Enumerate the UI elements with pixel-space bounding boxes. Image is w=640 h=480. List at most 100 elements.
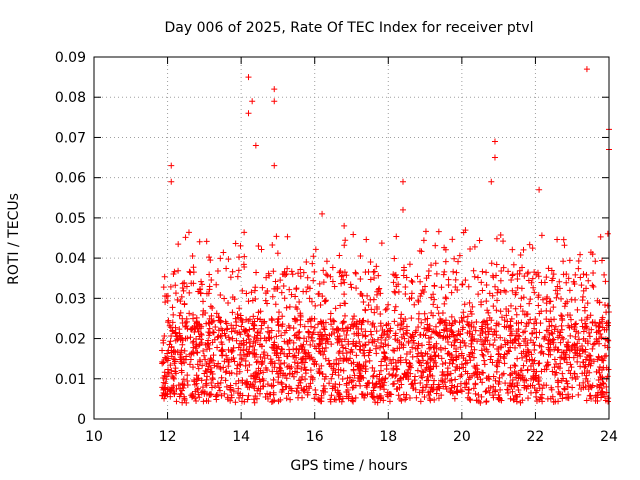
data-point bbox=[353, 352, 360, 359]
data-point bbox=[254, 315, 261, 322]
data-point bbox=[251, 353, 258, 360]
data-point bbox=[557, 329, 564, 336]
data-point bbox=[269, 242, 276, 249]
data-point bbox=[557, 339, 564, 346]
data-point bbox=[250, 313, 257, 320]
data-point bbox=[406, 261, 413, 268]
data-point bbox=[448, 377, 455, 384]
data-point bbox=[241, 253, 248, 260]
data-point bbox=[328, 331, 335, 338]
data-point bbox=[193, 397, 200, 404]
data-point bbox=[307, 380, 314, 387]
data-point bbox=[348, 360, 355, 367]
data-point bbox=[206, 332, 213, 339]
data-point bbox=[480, 341, 487, 348]
data-point bbox=[391, 255, 398, 262]
data-point bbox=[418, 349, 425, 356]
data-point bbox=[439, 372, 446, 379]
data-point bbox=[382, 355, 389, 362]
data-point bbox=[531, 269, 538, 276]
data-point bbox=[244, 332, 251, 339]
data-point bbox=[551, 356, 558, 363]
data-point bbox=[232, 380, 239, 387]
data-point bbox=[465, 322, 472, 329]
data-point bbox=[342, 312, 349, 319]
data-point bbox=[271, 162, 278, 169]
data-point bbox=[598, 334, 605, 341]
data-point bbox=[278, 332, 285, 339]
data-point bbox=[541, 366, 548, 373]
data-point bbox=[162, 354, 169, 361]
data-point bbox=[320, 267, 327, 274]
axis-ticks: 0 0.01 0.02 0.03 0.04 0.05 0.06 0.07 0.08 0.09 10 1… bbox=[55, 50, 618, 445]
data-point bbox=[497, 334, 504, 341]
data-point bbox=[418, 248, 425, 255]
data-point bbox=[305, 333, 312, 340]
data-point bbox=[434, 331, 441, 338]
data-point bbox=[175, 241, 182, 248]
data-point bbox=[479, 268, 486, 275]
data-point bbox=[351, 313, 358, 320]
data-point bbox=[356, 317, 363, 324]
data-point bbox=[286, 303, 293, 310]
data-point bbox=[472, 390, 479, 397]
data-point bbox=[478, 393, 485, 400]
data-point bbox=[223, 383, 230, 390]
data-point bbox=[282, 271, 289, 278]
data-point bbox=[398, 381, 405, 388]
data-point bbox=[363, 236, 370, 243]
data-point bbox=[538, 395, 545, 402]
data-point bbox=[397, 359, 404, 366]
data-point bbox=[250, 372, 257, 379]
data-point bbox=[509, 246, 516, 253]
data-point bbox=[520, 246, 527, 253]
data-point bbox=[435, 228, 442, 235]
data-point bbox=[236, 254, 243, 261]
data-point bbox=[382, 306, 389, 313]
x-tick-label: 20 bbox=[453, 429, 471, 445]
data-point bbox=[459, 326, 466, 333]
data-point bbox=[415, 315, 422, 322]
data-point bbox=[217, 318, 224, 325]
data-point bbox=[355, 325, 362, 332]
data-point bbox=[442, 345, 449, 352]
data-point bbox=[179, 280, 186, 287]
data-point bbox=[296, 328, 303, 335]
data-point bbox=[467, 308, 474, 315]
data-point bbox=[275, 398, 282, 405]
data-point bbox=[505, 386, 512, 393]
data-point bbox=[576, 336, 583, 343]
data-point bbox=[376, 344, 383, 351]
data-point bbox=[493, 307, 500, 314]
data-point bbox=[392, 271, 399, 278]
data-point bbox=[218, 339, 225, 346]
data-point bbox=[340, 328, 347, 335]
data-point bbox=[449, 236, 456, 243]
data-point bbox=[563, 394, 570, 401]
data-point bbox=[556, 278, 563, 285]
data-point bbox=[559, 317, 566, 324]
data-point bbox=[230, 344, 237, 351]
data-point bbox=[203, 320, 210, 327]
data-point bbox=[509, 287, 516, 294]
data-point bbox=[449, 360, 456, 367]
data-point bbox=[343, 349, 350, 356]
data-point bbox=[249, 381, 256, 388]
data-point bbox=[184, 335, 191, 342]
data-point bbox=[168, 162, 175, 169]
data-point bbox=[348, 346, 355, 353]
data-point bbox=[419, 368, 426, 375]
data-point bbox=[300, 387, 307, 394]
data-point bbox=[459, 317, 466, 324]
data-point bbox=[378, 377, 385, 384]
data-point bbox=[444, 350, 451, 357]
data-point bbox=[594, 297, 601, 304]
y-tick-label: 0.05 bbox=[55, 211, 86, 227]
data-point bbox=[202, 356, 209, 363]
data-point bbox=[290, 353, 297, 360]
data-point bbox=[279, 323, 286, 330]
data-point bbox=[360, 298, 367, 305]
data-point bbox=[228, 392, 235, 399]
data-point bbox=[369, 394, 376, 401]
